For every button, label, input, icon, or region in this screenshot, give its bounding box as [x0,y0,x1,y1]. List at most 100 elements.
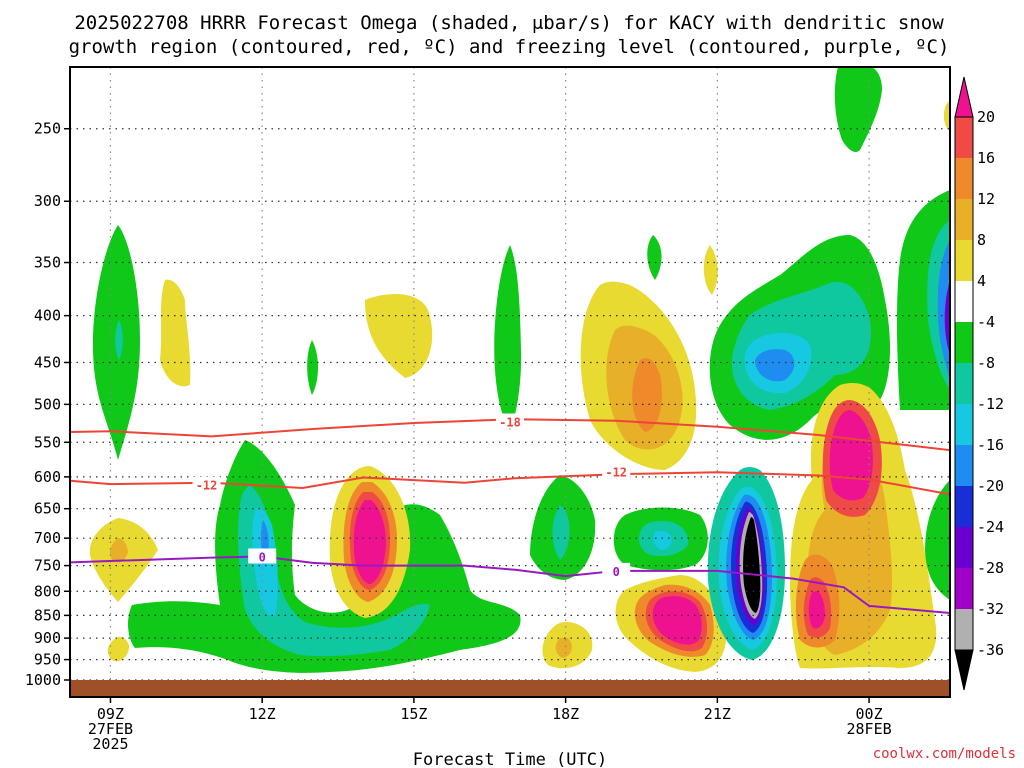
colorbar-label: -24 [977,518,1004,536]
y-axis-ticks: 250 300 350 400 450 500 550 600 650 700 750 800 850 9… [25,120,70,689]
colorbar: 20 16 12 8 4 -4 -8 -12 -16 -20 -24 -28 -32 -36 [954,76,1004,691]
y-tick-label: 500 [34,395,61,413]
colorbar-label: -8 [977,354,995,372]
contour-label: -12 [605,466,627,480]
y-tick-label: 600 [34,468,61,486]
omega-area-descent [632,358,662,432]
colorbar-arrow-low [954,649,974,691]
omega-area-ascent [115,320,123,360]
chart-title-line2: growth region (contoured, red, ºC) and f… [69,36,950,58]
omega-area-ascent [755,349,795,382]
omega-area-descent [353,500,386,585]
y-tick-label: 950 [34,651,61,669]
colorbar-label: -4 [977,313,995,331]
contour-label: 0 [259,550,266,564]
colorbar-band [955,568,973,609]
contour-label: 0 [613,565,620,579]
colorbar-label: -20 [977,477,1004,495]
colorbar-band [955,240,973,281]
omega-area-ascent [937,240,950,380]
omega-area-descent [160,279,191,387]
y-tick-label: 550 [34,433,61,451]
contour-label: -18 [499,415,521,429]
y-tick-label: 850 [34,606,61,624]
colorbar-band [955,445,973,486]
colorbar-label: -32 [977,600,1004,618]
omega-area-ascent [944,280,950,355]
colorbar-band [955,527,973,568]
omega-area-descent [943,100,950,130]
omega-area-ascent [494,245,522,430]
chart-grid [70,67,950,697]
x-tick-label: 12Z [249,705,276,723]
contour-label-bg [496,413,524,429]
x-tick-date: 28FEB [847,720,892,738]
credit-text: coolwx.com/models [873,746,1016,762]
y-tick-label: 750 [34,557,61,575]
colorbar-band [955,158,973,199]
colorbar-label: -12 [977,395,1004,413]
omega-shading [89,67,950,673]
contour-labels: -18 -12 -12 0 0 [192,413,631,579]
y-tick-label: 1000 [25,671,61,689]
y-tick-label: 800 [34,582,61,600]
omega-area-descent [703,245,718,295]
omega-area-ascent [653,530,672,550]
omega-area-ascent [238,485,430,657]
colorbar-band [955,609,973,650]
x-tick-date: 27FEB [88,720,133,738]
y-tick-label: 350 [34,254,61,272]
omega-area-ascent [925,480,950,600]
omega-area-descent [110,538,128,563]
colorbar-band [955,199,973,240]
contour-label-bg [248,548,277,564]
plot-frame [69,66,951,698]
contour-label-bg [192,476,221,492]
chart-title-line1: 2025022708 HRRR Forecast Omega (shaded, … [74,12,944,34]
colorbar-label: 4 [977,272,986,290]
omega-area-ascent [647,235,662,280]
colorbar-label: -36 [977,641,1004,659]
x-tick-label: 09Z [97,705,124,723]
omega-area-descent [107,636,130,662]
colorbar-band [955,486,973,527]
colorbar-label: 16 [977,149,995,167]
colorbar-outline [954,116,974,651]
omega-area-ascent [552,505,570,560]
x-tick-year: 2025 [92,735,128,753]
x-axis-label: Forecast Time (UTC) [413,750,607,768]
y-tick-label: 250 [34,120,61,138]
omega-area-ascent [743,517,761,613]
colorbar-label: -16 [977,436,1004,454]
colorbar-band [955,117,973,158]
contour-label-bg [602,463,631,479]
y-tick-label: 450 [34,353,61,371]
colorbar-band [955,363,973,404]
colorbar-label: 8 [977,231,986,249]
colorbar-label: 20 [977,108,995,126]
colorbar-band [955,322,973,363]
omega-area-descent [365,294,433,378]
y-tick-label: 650 [34,500,61,518]
ground-surface [70,680,950,697]
colorbar-band [955,404,973,445]
x-tick-label: 18Z [552,705,579,723]
colorbar-label: -28 [977,559,1004,577]
y-tick-label: 700 [34,529,61,547]
x-tick-label: 21Z [704,705,731,723]
omega-area-descent [652,596,702,645]
omega-area-ascent [307,340,318,395]
y-tick-label: 900 [34,629,61,647]
omega-area-descent [808,591,825,629]
colorbar-label: 12 [977,190,995,208]
contour-label-bg [602,562,631,578]
y-tick-label: 400 [34,307,61,325]
colorbar-band [955,281,973,322]
ground-band [70,680,950,697]
y-tick-label: 300 [34,192,61,210]
contour-label: -12 [196,479,218,493]
omega-area-ascent [834,67,882,152]
x-tick-label: 15Z [400,705,427,723]
